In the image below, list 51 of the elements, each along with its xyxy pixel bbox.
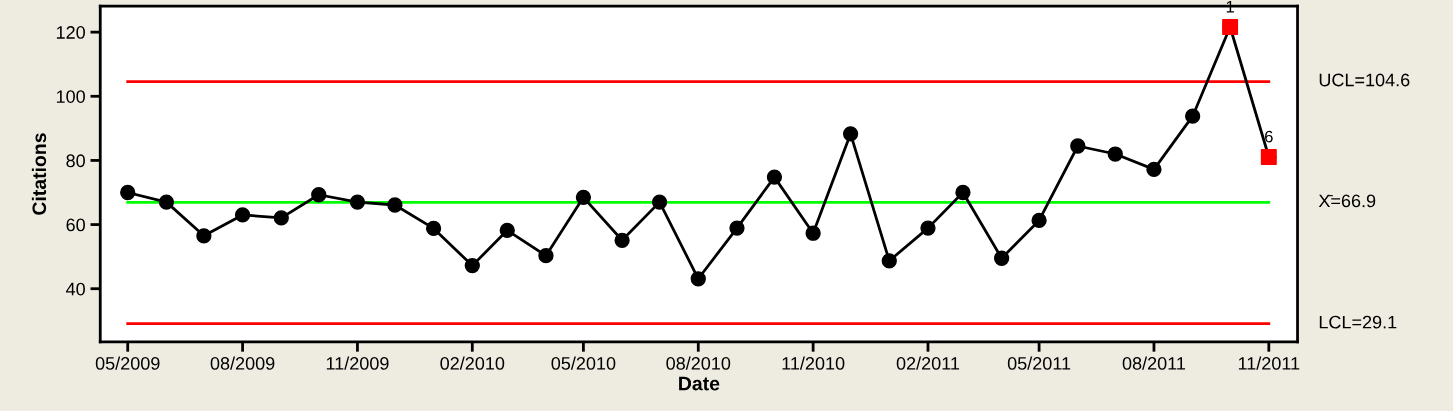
point	[196, 228, 212, 244]
x-tick-label: 11/2010	[782, 356, 845, 370]
point	[994, 250, 1010, 266]
x-tick-label: 02/2010	[440, 356, 505, 370]
point	[881, 253, 897, 269]
ref-line-label: X̄=66.9	[1318, 194, 1376, 208]
ref-line-label: LCL=29.1	[1319, 315, 1397, 329]
y-axis-title: Citations	[31, 133, 47, 215]
point	[425, 220, 442, 237]
point	[538, 248, 554, 264]
x-tick-label: 05/2010	[551, 356, 616, 370]
point	[499, 222, 515, 238]
y-tick-label: 100	[56, 90, 85, 104]
y-tick-label: 60	[66, 218, 85, 232]
point	[158, 194, 175, 210]
x-tick-label: 11/2009	[326, 356, 389, 370]
point	[614, 232, 630, 248]
x-tick-label: 08/2011	[1122, 356, 1186, 370]
point	[234, 207, 251, 223]
y-tick-label: 120	[56, 26, 85, 39]
y-tick-label: 40	[66, 282, 85, 296]
ref-line-label: UCL=104.6	[1319, 73, 1410, 87]
point	[651, 194, 668, 210]
point	[1031, 212, 1047, 229]
point	[1070, 138, 1086, 154]
point	[311, 187, 327, 203]
point	[120, 184, 136, 201]
point	[920, 220, 936, 236]
point	[575, 189, 592, 205]
x-tick-label: 05/2011	[1007, 356, 1071, 370]
x-tick-label: 08/2010	[666, 356, 731, 370]
point	[805, 225, 821, 241]
point	[1185, 108, 1201, 124]
x-tick-label: 02/2011	[896, 356, 960, 370]
point	[464, 257, 480, 274]
annotation: 6	[1265, 130, 1273, 143]
point	[842, 126, 859, 142]
point	[766, 169, 783, 185]
point	[1107, 146, 1123, 162]
x-tick-label: 08/2009	[210, 356, 275, 370]
x-tick-label: 11/2011	[1238, 356, 1300, 370]
point	[1146, 161, 1162, 178]
point	[955, 184, 971, 201]
point	[729, 220, 745, 236]
point	[690, 271, 706, 287]
x-tick-label: 05/2009	[95, 356, 160, 370]
point	[387, 197, 403, 213]
x-axis-title: Date	[679, 376, 720, 391]
point	[349, 194, 366, 210]
y-tick-label: 80	[66, 154, 85, 168]
point	[273, 210, 289, 226]
